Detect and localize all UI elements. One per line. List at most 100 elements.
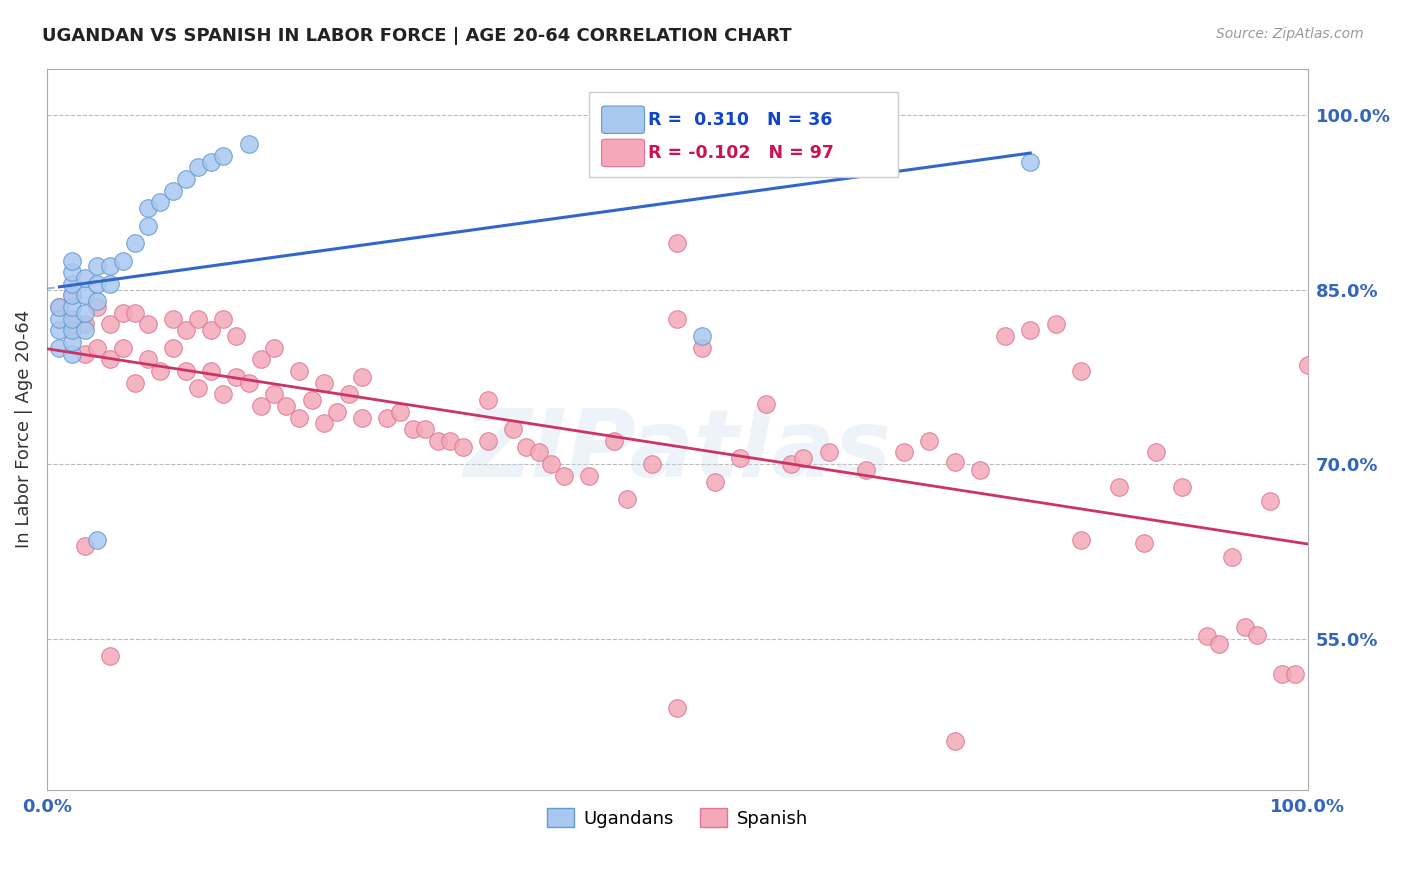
Point <box>666 701 689 715</box>
Point <box>48 300 70 314</box>
Point <box>969 463 991 477</box>
Point <box>200 323 222 337</box>
Point <box>1108 480 1130 494</box>
Point <box>1019 154 1042 169</box>
Point <box>1070 364 1092 378</box>
Point <box>1070 533 1092 547</box>
Point <box>426 434 449 448</box>
Point <box>98 649 121 664</box>
Point <box>60 288 83 302</box>
Point <box>111 253 134 268</box>
Point <box>60 265 83 279</box>
Text: Source: ZipAtlas.com: Source: ZipAtlas.com <box>1216 27 1364 41</box>
Point <box>1208 638 1230 652</box>
Point <box>893 445 915 459</box>
Point <box>73 346 96 360</box>
Point <box>943 734 966 748</box>
Point <box>73 323 96 337</box>
Text: R =  0.310   N = 36: R = 0.310 N = 36 <box>648 111 832 128</box>
Point <box>136 219 159 233</box>
Point <box>60 288 83 302</box>
Point <box>616 491 638 506</box>
Point <box>1284 666 1306 681</box>
Point <box>162 341 184 355</box>
Text: UGANDAN VS SPANISH IN LABOR FORCE | AGE 20-64 CORRELATION CHART: UGANDAN VS SPANISH IN LABOR FORCE | AGE … <box>42 27 792 45</box>
Point <box>60 277 83 291</box>
Point <box>111 306 134 320</box>
Point <box>1195 629 1218 643</box>
Point <box>250 399 273 413</box>
Point <box>136 352 159 367</box>
Point <box>60 334 83 349</box>
Point <box>136 201 159 215</box>
Point <box>352 410 374 425</box>
FancyBboxPatch shape <box>602 139 644 167</box>
Point <box>1258 494 1281 508</box>
Point <box>174 323 197 337</box>
Point <box>515 440 537 454</box>
Point <box>855 463 877 477</box>
Point <box>666 235 689 250</box>
Point <box>817 445 839 459</box>
Point <box>339 387 361 401</box>
Point <box>1296 358 1319 372</box>
Point <box>314 417 336 431</box>
Point <box>730 451 752 466</box>
Point <box>111 341 134 355</box>
Point <box>212 149 235 163</box>
Point <box>98 260 121 274</box>
Point <box>1019 323 1042 337</box>
Point <box>326 405 349 419</box>
Point <box>86 341 108 355</box>
Point <box>212 387 235 401</box>
Point <box>263 341 285 355</box>
Point <box>994 329 1017 343</box>
Point <box>200 154 222 169</box>
Point <box>86 300 108 314</box>
Point <box>477 393 499 408</box>
Point <box>1045 318 1067 332</box>
Point <box>352 369 374 384</box>
Point <box>98 318 121 332</box>
Point <box>451 440 474 454</box>
Point <box>187 161 209 175</box>
Point <box>439 434 461 448</box>
Point <box>375 410 398 425</box>
Point <box>73 271 96 285</box>
Point <box>666 311 689 326</box>
Point <box>641 457 664 471</box>
Point <box>578 468 600 483</box>
Legend: Ugandans, Spanish: Ugandans, Spanish <box>540 801 815 835</box>
Point <box>73 288 96 302</box>
Point <box>754 396 776 410</box>
Point <box>792 451 814 466</box>
Point <box>86 260 108 274</box>
Point <box>86 533 108 547</box>
Point <box>413 422 436 436</box>
Point <box>1132 536 1154 550</box>
Point <box>238 376 260 390</box>
Point <box>1271 666 1294 681</box>
Point <box>212 311 235 326</box>
Point <box>48 341 70 355</box>
Point <box>60 253 83 268</box>
Point <box>250 352 273 367</box>
Point <box>60 311 83 326</box>
Point <box>60 346 83 360</box>
Point <box>540 457 562 471</box>
Point <box>401 422 423 436</box>
Point <box>553 468 575 483</box>
Point <box>124 235 146 250</box>
Point <box>73 539 96 553</box>
Point <box>124 306 146 320</box>
Point <box>48 300 70 314</box>
Point <box>1144 445 1167 459</box>
Point <box>86 277 108 291</box>
Point <box>200 364 222 378</box>
Point <box>60 300 83 314</box>
Point <box>692 329 714 343</box>
Point <box>918 434 941 448</box>
Point <box>48 311 70 326</box>
Point <box>187 382 209 396</box>
Point <box>86 294 108 309</box>
